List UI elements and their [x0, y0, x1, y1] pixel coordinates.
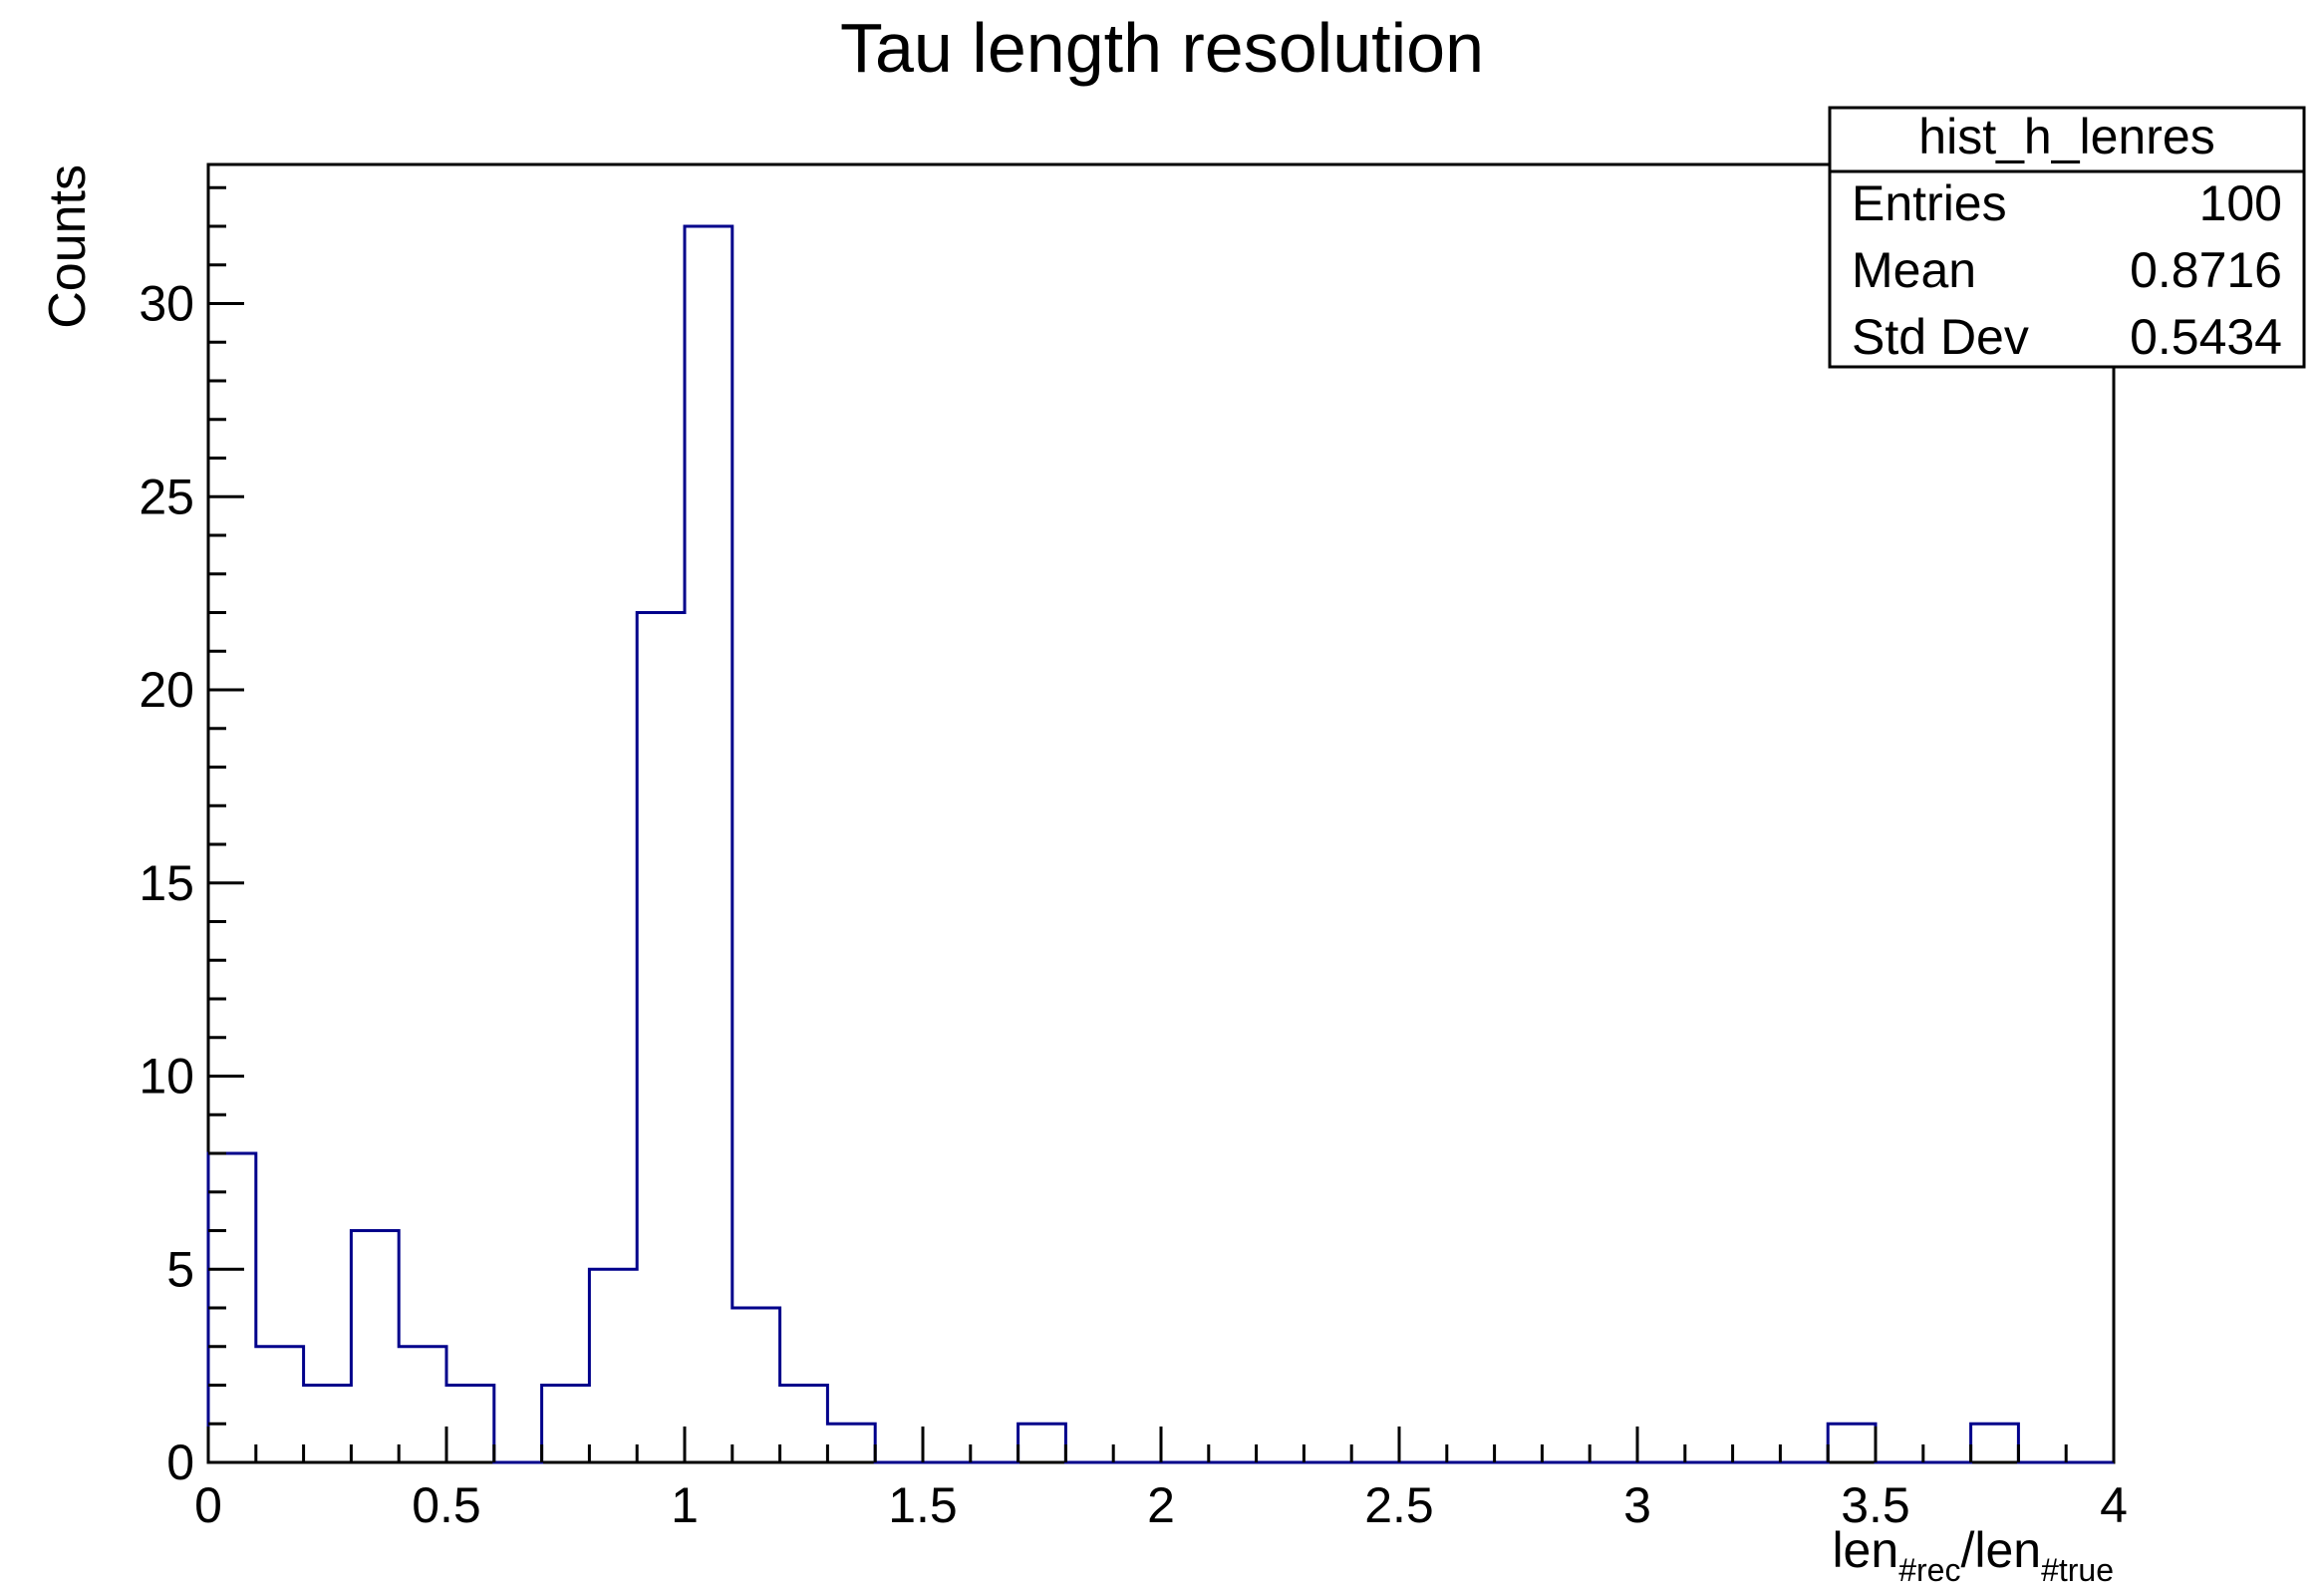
x-tick-label: 1.5	[888, 1477, 958, 1533]
stats-row-value: 0.8716	[2130, 242, 2282, 298]
y-tick-label: 20	[139, 662, 194, 718]
histogram-bin	[1971, 1424, 2019, 1462]
stats-row-label: Std Dev	[1852, 309, 2029, 365]
histogram-bin	[780, 1386, 828, 1463]
histogram-bin	[256, 1347, 304, 1462]
y-tick-label: 25	[139, 469, 194, 524]
y-axis-label: Counts	[39, 164, 97, 329]
x-tick-label: 2	[1147, 1477, 1175, 1533]
x-axis-label-separator: /len	[1960, 1522, 2041, 1578]
stats-row-value: 0.5434	[2130, 309, 2282, 365]
stats-row-value: 100	[2199, 175, 2282, 231]
histogram-bin	[399, 1347, 446, 1462]
histogram-bin	[1018, 1424, 1066, 1462]
stats-box: hist_h_lenres Entries 100 Mean 0.8716 Std De…	[1828, 106, 2306, 369]
histogram-bin	[732, 1308, 780, 1462]
x-tick-label: 1	[671, 1477, 699, 1533]
histogram-bin	[446, 1386, 494, 1463]
x-tick-label: 0	[194, 1477, 222, 1533]
x-tick-label: 3.5	[1841, 1477, 1910, 1533]
histogram-bin	[1828, 1424, 1876, 1462]
histogram-bin	[637, 613, 685, 1463]
y-tick-label: 10	[139, 1049, 194, 1105]
chart-title: Tau length resolution	[840, 9, 1484, 87]
x-axis-label: len#rec/len#true	[1832, 1522, 2114, 1588]
stats-box-title: hist_h_lenres	[1918, 109, 2214, 164]
y-tick-label: 30	[139, 276, 194, 332]
y-tick-label: 5	[166, 1241, 194, 1297]
histogram	[206, 224, 2114, 1464]
x-axis-label-sub-rec: #rec	[1898, 1552, 1960, 1588]
x-axis-label-sub-true: #true	[2041, 1552, 2114, 1588]
x-tick-label: 2.5	[1364, 1477, 1434, 1533]
y-tick-label: 0	[166, 1434, 194, 1490]
y-tick-label: 15	[139, 855, 194, 911]
x-tick-label: 3	[1623, 1477, 1651, 1533]
x-axis: 0 0.5 1 1.5 2 2.5 3 3.5 4	[194, 1427, 2128, 1533]
histogram-outline	[206, 224, 2114, 1464]
plot-frame	[206, 162, 2116, 1464]
histogram-bin	[827, 1424, 875, 1462]
histogram-bin	[685, 226, 732, 1462]
histogram-bin	[351, 1231, 399, 1463]
histogram-bin	[304, 1386, 352, 1463]
stats-box-frame	[1828, 106, 2306, 369]
x-tick-label: 4	[2100, 1477, 2128, 1533]
histogram-bin	[589, 1269, 637, 1462]
y-axis: 0 5 10 15 20 25 30	[139, 185, 244, 1490]
stats-row-label: Mean	[1852, 242, 1976, 298]
x-axis-label-base: len	[1832, 1522, 1898, 1578]
histogram-bin	[542, 1386, 590, 1463]
x-tick-label: 0.5	[412, 1477, 481, 1533]
stats-row-label: Entries	[1852, 175, 2007, 231]
